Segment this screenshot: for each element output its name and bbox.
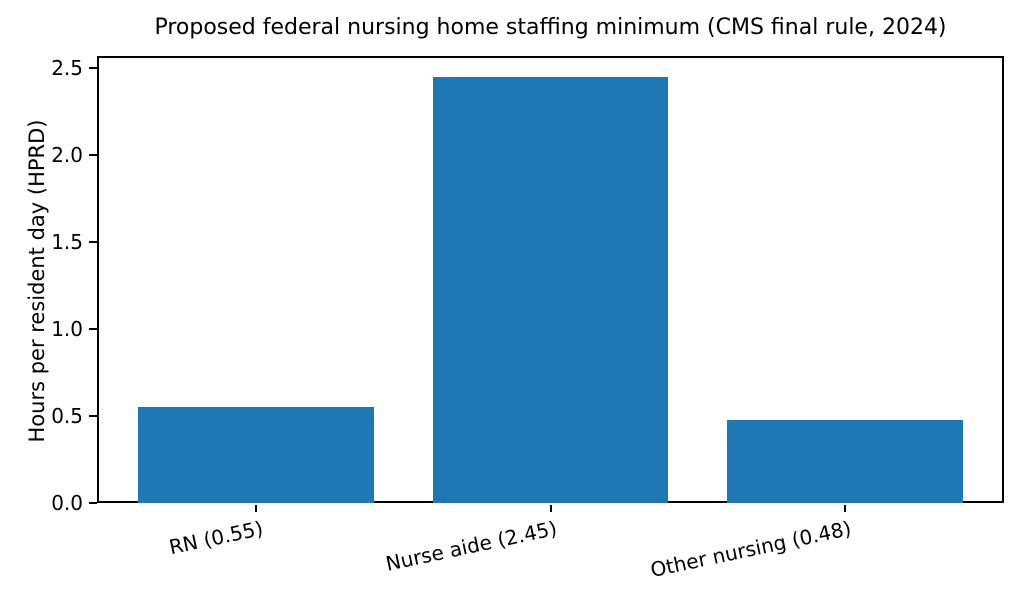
y-tick-mark — [89, 502, 97, 504]
x-tick-label: Nurse aide (2.45) — [383, 516, 560, 576]
y-tick-label: 0.5 — [51, 404, 83, 429]
y-tick-label: 0.0 — [51, 491, 83, 515]
x-tick-mark — [255, 505, 258, 512]
bar — [727, 419, 963, 503]
x-tick-mark — [843, 505, 846, 512]
x-tick-mark — [549, 505, 552, 512]
y-tick-mark — [89, 415, 97, 418]
y-tick-mark — [89, 241, 97, 244]
y-tick-label: 2.0 — [51, 143, 83, 168]
chart-title: Proposed federal nursing home staffing m… — [154, 15, 947, 40]
y-tick-label: 1.0 — [51, 317, 83, 342]
bar — [138, 407, 374, 503]
y-tick-label: 2.5 — [51, 56, 83, 81]
x-tick-label: Other nursing (0.48) — [648, 516, 854, 583]
y-tick-label: 1.5 — [51, 230, 83, 255]
y-tick-mark — [89, 67, 97, 70]
y-tick-mark — [89, 154, 97, 157]
bar — [432, 76, 669, 503]
x-tick-label: RN (0.55) — [166, 516, 265, 560]
y-tick-mark — [89, 328, 97, 331]
